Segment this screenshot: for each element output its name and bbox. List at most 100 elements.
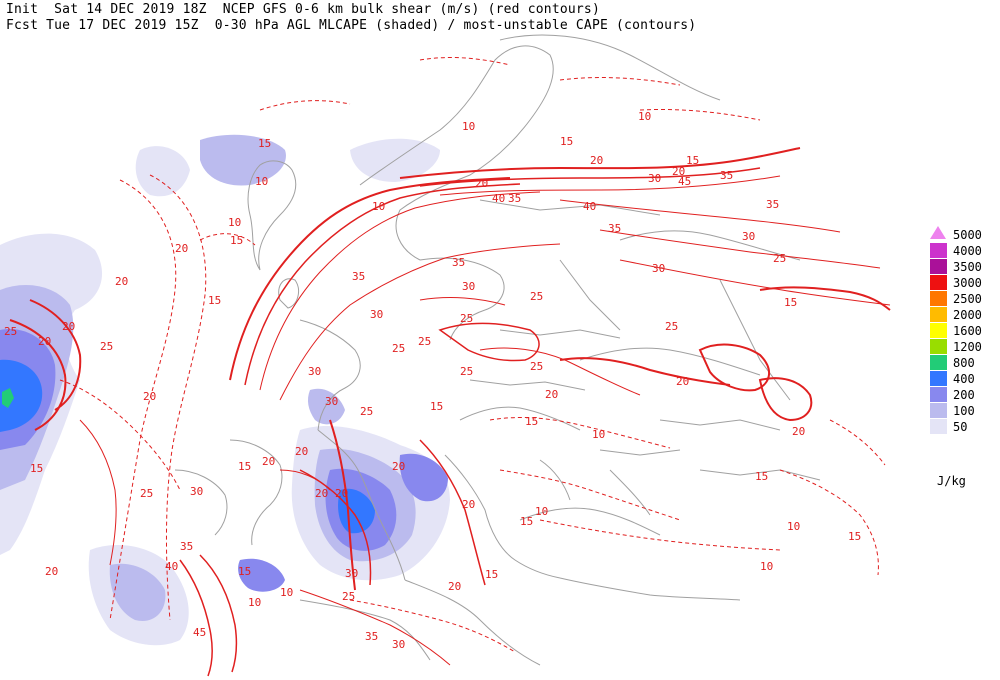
contour-label: 25 [530,360,543,373]
contour-label: 25 [360,405,373,418]
contour-label: 30 [190,485,203,498]
legend-row-5000: 5000 [930,226,1000,242]
contour-label: 30 [742,230,755,243]
contour-label: 20 [335,487,348,500]
contour-label: 10 [787,520,800,533]
contour-label: 20 [315,487,328,500]
contour-label: 20 [38,335,51,348]
contour-label: 30 [308,365,321,378]
contour-label: 30 [648,172,661,185]
contour-label: 15 [30,462,43,475]
legend-row: 3000 [930,274,1000,290]
contour-label: 15 [686,154,699,167]
legend-row: 400 [930,370,1000,386]
legend-unit: J/kg [937,474,966,488]
legend-row: 1600 [930,322,1000,338]
contour-label: 20 [45,565,58,578]
legend-row: 1200 [930,338,1000,354]
contour-label: 20 [792,425,805,438]
contour-label: 20 [143,390,156,403]
legend-label: 4000 [953,244,982,258]
contour-label: 35 [508,192,521,205]
legend-swatch [930,259,947,274]
legend-swatch [930,323,947,338]
legend-swatch [930,419,947,434]
legend-label: 1600 [953,324,982,338]
legend-arrow-icon [930,226,946,239]
contour-labels: 15 10 10 15 20 15 20 20 15 25 20 20 25 2… [4,110,861,651]
legend-swatch [930,355,947,370]
legend-row: 100 [930,402,1000,418]
legend-swatch [930,291,947,306]
contour-label: 10 [372,200,385,213]
contour-label: 10 [535,505,548,518]
contour-label: 15 [485,568,498,581]
contour-label: 30 [345,567,358,580]
legend-swatch [930,307,947,322]
coastlines [174,34,821,666]
contour-label: 20 [175,242,188,255]
contour-label: 25 [4,325,17,338]
contour-label: 25 [140,487,153,500]
contour-label: 20 [62,320,75,333]
contour-label: 20 [448,580,461,593]
legend-label: 400 [953,372,975,386]
contour-label: 35 [766,198,779,211]
legend-row: 800 [930,354,1000,370]
contour-label: 30 [652,262,665,275]
contour-label: 10 [592,428,605,441]
contour-label: 35 [608,222,621,235]
header-init-line: Init Sat 14 DEC 2019 18Z NCEP GFS 0-6 km… [6,2,600,17]
contour-label: 15 [520,515,533,528]
contour-label: 20 [590,154,603,167]
contour-label: 20 [475,177,488,190]
contour-label: 15 [430,400,443,413]
contour-label: 10 [228,216,241,229]
legend-label: 5000 [953,228,982,242]
legend-swatch [930,339,947,354]
contour-label: 10 [255,175,268,188]
legend-label: 50 [953,420,968,434]
contour-label: 25 [392,342,405,355]
contour-label: 20 [676,375,689,388]
contour-label: 40 [492,192,505,205]
contour-label: 30 [462,280,475,293]
legend-swatch [930,275,947,290]
contour-label: 20 [462,498,475,511]
contour-label: 30 [370,308,383,321]
contour-label: 10 [462,120,475,133]
contour-label: 15 [784,296,797,309]
contour-label: 25 [460,312,473,325]
contour-label: 15 [208,294,221,307]
legend-label: 3500 [953,260,982,274]
contour-label: 35 [180,540,193,553]
contour-label: 20 [262,455,275,468]
contour-label: 30 [392,638,405,651]
contour-label: 15 [525,415,538,428]
contour-label: 20 [392,460,405,473]
legend-row: 50 [930,418,1000,434]
legend-swatch [930,371,947,386]
legend-swatch [930,243,947,258]
legend-label: 2000 [953,308,982,322]
contour-label: 15 [755,470,768,483]
legend-swatch [930,403,947,418]
contour-label: 15 [848,530,861,543]
legend-row: 3500 [930,258,1000,274]
contour-label: 45 [193,626,206,639]
contour-label: 35 [720,169,733,182]
shear-contours [9,57,891,677]
contour-label: 35 [365,630,378,643]
contour-label: 25 [342,590,355,603]
legend-label: 800 [953,356,975,370]
contour-label: 10 [248,596,261,609]
cape-legend: 5000 4000 3500 3000 2500 2000 1600 1200 … [930,226,1000,434]
contour-label: 25 [665,320,678,333]
cape-shading [0,134,450,646]
contour-label: 45 [678,175,691,188]
contour-label: 20 [672,165,685,178]
contour-label: 15 [230,234,243,247]
legend-label: 200 [953,388,975,402]
contour-label: 10 [638,110,651,123]
